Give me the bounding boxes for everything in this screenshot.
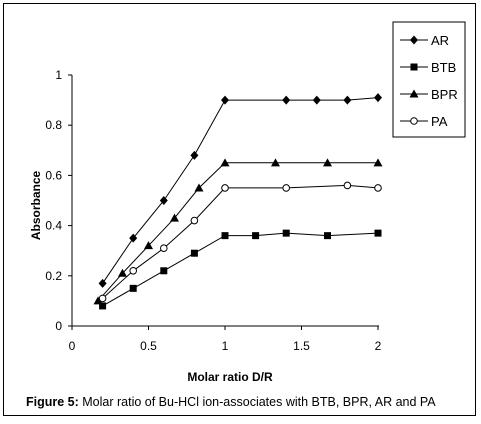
y-tick-label: 0.2 bbox=[45, 269, 62, 283]
data-point-btb bbox=[160, 267, 168, 275]
data-point-bpr bbox=[170, 213, 180, 222]
data-point-ar bbox=[343, 95, 352, 105]
series-ar-line bbox=[102, 97, 379, 284]
data-point-ar bbox=[221, 95, 229, 105]
x-ticks: 0 0.5 1 1.5 2 bbox=[69, 326, 382, 353]
legend-item-ar: AR bbox=[400, 33, 449, 48]
y-tick-label: 0 bbox=[55, 319, 62, 333]
series-btb bbox=[99, 229, 382, 310]
figure-caption: Figure 5: Molar ratio of Bu-HCl ion-asso… bbox=[26, 395, 476, 409]
data-point-pa bbox=[98, 294, 107, 303]
legend-label-ar: AR bbox=[431, 33, 449, 48]
plot-area bbox=[93, 93, 383, 310]
y-tick-label: 0.8 bbox=[45, 118, 62, 132]
axes: 0 0.5 1 1.5 2 0 0.2 0.4 0.6 0.8 1 Molar ratio D/R… bbox=[29, 68, 382, 384]
legend-marker-btb bbox=[410, 63, 418, 71]
legend-label-pa: PA bbox=[431, 114, 448, 129]
data-point-ar bbox=[98, 278, 107, 288]
caption-label: Figure 5: bbox=[26, 395, 79, 409]
legend-item-bpr: BPR bbox=[400, 87, 458, 102]
data-point-ar bbox=[159, 196, 168, 205]
legend-item-pa: PA bbox=[400, 114, 448, 129]
series-btb-line bbox=[102, 232, 379, 307]
data-point-bpr bbox=[117, 268, 127, 277]
y-tick-label: 0.4 bbox=[45, 219, 62, 233]
data-point-bpr bbox=[373, 158, 383, 167]
data-point-bpr bbox=[323, 158, 333, 167]
x-tick-label: 1.5 bbox=[293, 339, 310, 353]
data-point-pa bbox=[129, 266, 137, 275]
data-point-ar bbox=[190, 150, 199, 160]
legend-item-btb: BTB bbox=[400, 60, 456, 75]
series-pa bbox=[98, 181, 382, 303]
legend-label-bpr: BPR bbox=[431, 87, 458, 102]
y-axis-title: Absorbance bbox=[29, 171, 43, 241]
data-point-ar bbox=[374, 93, 382, 103]
legend-marker-bpr bbox=[409, 89, 419, 98]
data-point-btb bbox=[190, 249, 198, 257]
data-point-bpr bbox=[144, 241, 153, 250]
x-tick-label: 0 bbox=[69, 339, 76, 353]
data-point-btb bbox=[324, 232, 332, 240]
data-point-pa bbox=[190, 216, 199, 225]
legend: AR BTB BPR PA bbox=[392, 21, 466, 138]
x-tick-label: 1 bbox=[222, 339, 229, 353]
data-point-pa bbox=[343, 181, 352, 190]
y-ticks: 0 0.2 0.4 0.6 0.8 1 bbox=[45, 68, 72, 333]
data-point-ar bbox=[129, 233, 138, 243]
data-point-btb bbox=[252, 232, 260, 240]
data-point-btb bbox=[221, 232, 229, 240]
x-tick-label: 0.5 bbox=[140, 339, 157, 353]
data-point-pa bbox=[221, 184, 229, 192]
legend-marker-ar bbox=[410, 35, 418, 45]
data-point-ar bbox=[282, 95, 291, 105]
caption-text: Molar ratio of Bu-HCl ion-associates wit… bbox=[78, 395, 436, 409]
data-point-btb bbox=[282, 229, 290, 237]
data-point-pa bbox=[282, 184, 291, 192]
data-point-bpr bbox=[194, 183, 204, 192]
data-point-btb bbox=[374, 229, 382, 237]
data-point-pa bbox=[374, 184, 382, 192]
molar-ratio-chart: 0 0.5 1 1.5 2 0 0.2 0.4 0.6 0.8 1 Molar ratio D/R… bbox=[29, 21, 466, 384]
series-bpr bbox=[93, 158, 383, 305]
series-pa-line bbox=[102, 184, 379, 299]
data-point-bpr bbox=[220, 158, 230, 167]
legend-marker-pa bbox=[410, 117, 418, 125]
x-axis-title: Molar ratio D/R bbox=[187, 370, 273, 384]
data-point-bpr bbox=[270, 158, 280, 167]
x-tick-label: 2 bbox=[375, 339, 382, 353]
y-tick-label: 0.6 bbox=[45, 168, 62, 182]
data-point-btb bbox=[129, 284, 137, 292]
series-bpr-line bbox=[97, 162, 378, 302]
data-point-btb bbox=[99, 302, 107, 310]
y-tick-label: 1 bbox=[55, 68, 62, 82]
data-point-pa bbox=[160, 244, 168, 252]
data-point-ar bbox=[312, 95, 321, 105]
legend-label-btb: BTB bbox=[431, 60, 456, 75]
data-point-bpr bbox=[93, 296, 103, 305]
series-ar bbox=[98, 93, 382, 288]
legend-box bbox=[392, 21, 466, 138]
